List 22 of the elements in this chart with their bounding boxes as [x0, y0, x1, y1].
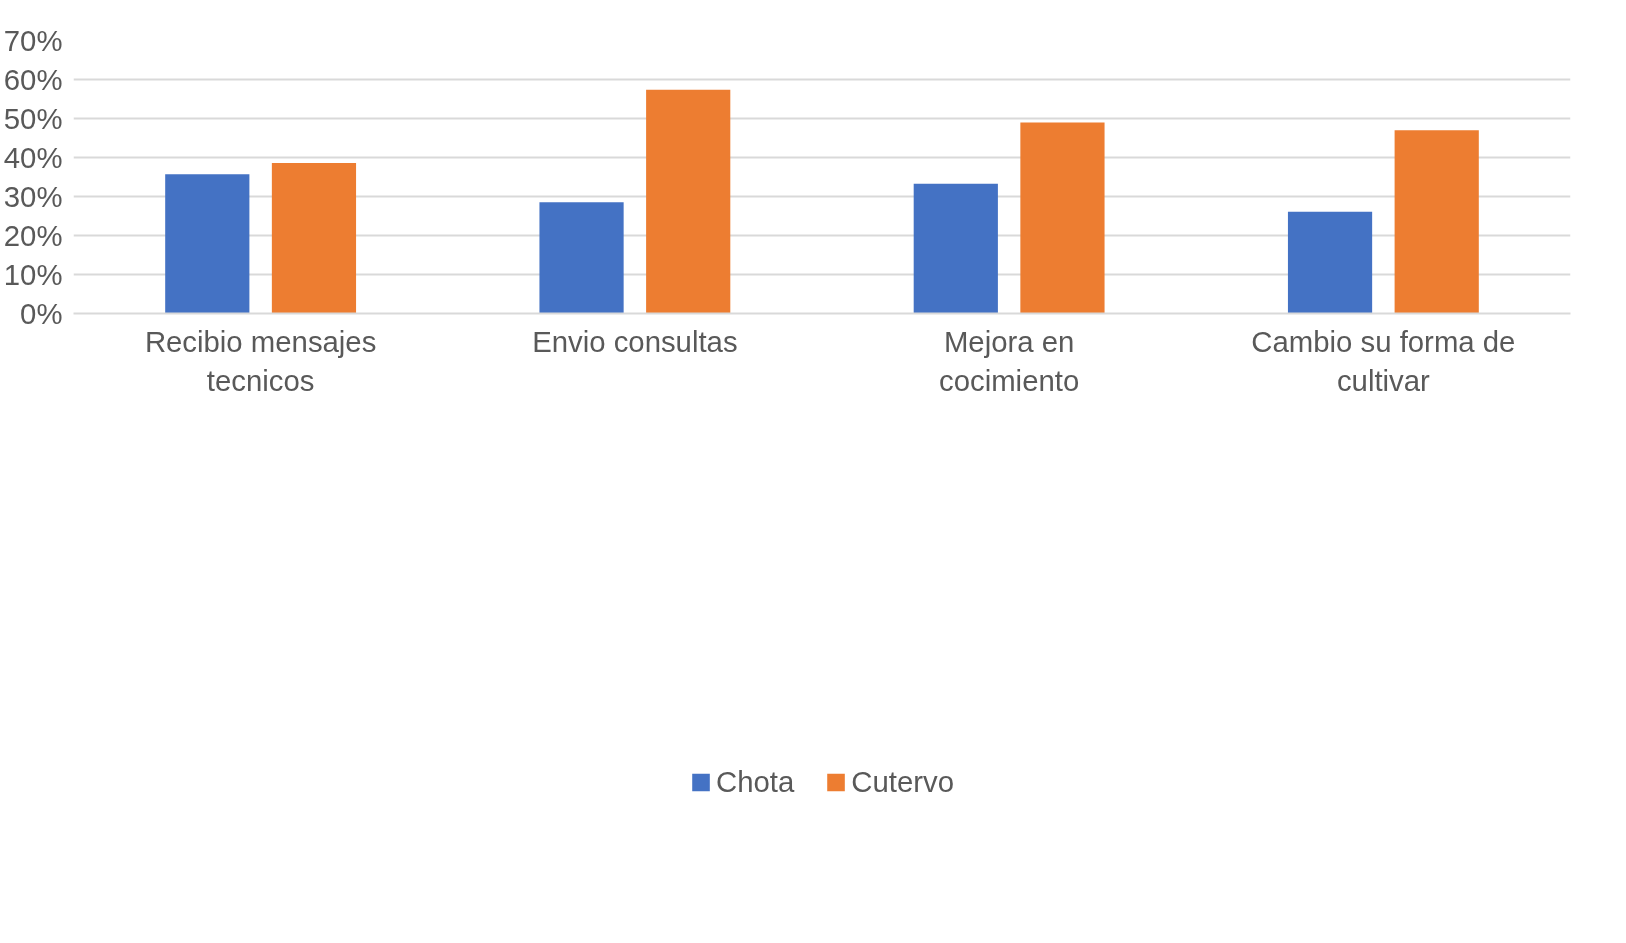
bar — [646, 89, 731, 314]
x-tick-label: Mejora en cocimiento — [939, 324, 1080, 398]
legend-label: Cutervo — [851, 764, 954, 799]
x-tick-label: Cambio su forma de cultivar — [1251, 324, 1516, 398]
bar — [1394, 130, 1479, 314]
y-tick-label: 40% — [3, 141, 63, 174]
x-tick-label: Envio consultas — [532, 324, 738, 358]
bar — [271, 162, 357, 314]
y-tick-label: 0% — [20, 297, 63, 330]
bar — [913, 183, 998, 314]
x-tick-label: Recibio mensajes tecnicos — [144, 324, 377, 398]
bar — [539, 202, 624, 314]
bar — [165, 174, 250, 314]
y-tick-label: 70% — [3, 24, 63, 57]
bar — [1287, 211, 1373, 314]
y-tick-label: 50% — [3, 102, 63, 135]
y-tick-label: 10% — [3, 258, 63, 291]
y-tick-label: 20% — [3, 219, 63, 252]
y-tick-label: 30% — [3, 180, 63, 213]
y-tick-label: 60% — [3, 63, 63, 96]
legend-label: Chota — [716, 764, 795, 799]
bar — [1020, 122, 1105, 314]
